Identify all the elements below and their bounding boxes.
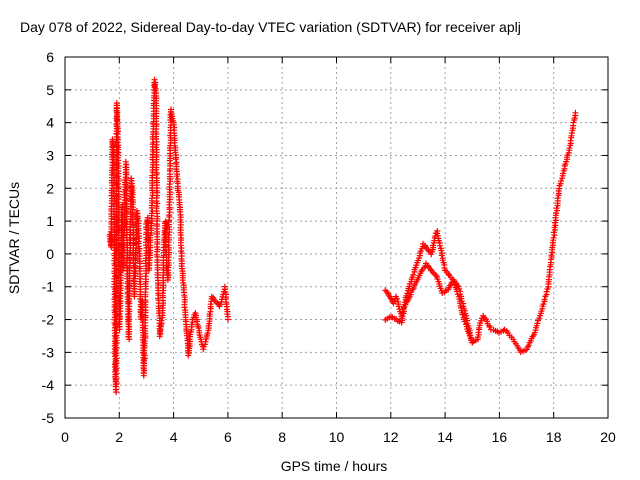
data-point-marker bbox=[172, 149, 179, 156]
y-tick-label: 6 bbox=[46, 49, 54, 65]
data-point-marker bbox=[173, 173, 180, 180]
y-tick-label: 5 bbox=[46, 82, 54, 98]
y-tick-label: -1 bbox=[42, 279, 55, 295]
y-tick-label: 2 bbox=[46, 180, 54, 196]
x-tick-label: 0 bbox=[61, 429, 69, 445]
data-point-marker bbox=[566, 145, 573, 152]
data-point-marker bbox=[469, 339, 476, 346]
y-tick-label: 0 bbox=[46, 246, 54, 262]
y-tick-label: -2 bbox=[42, 312, 55, 328]
x-tick-label: 12 bbox=[383, 429, 399, 445]
data-point-marker bbox=[567, 137, 574, 144]
x-tick-label: 4 bbox=[170, 429, 178, 445]
x-tick-label: 2 bbox=[115, 429, 123, 445]
data-point-marker bbox=[541, 296, 548, 303]
data-point-marker bbox=[114, 139, 121, 146]
x-tick-labels: 0 2 4 6 8 10 12 14 16 18 20 bbox=[61, 429, 616, 445]
y-tick-label: 1 bbox=[46, 213, 54, 229]
data-point-marker bbox=[394, 295, 401, 302]
x-tick-label: 18 bbox=[546, 429, 562, 445]
x-tick-label: 20 bbox=[600, 429, 616, 445]
data-point-marker bbox=[572, 109, 579, 116]
x-tick-label: 14 bbox=[437, 429, 453, 445]
y-axis-label: SDTVAR / TECUs bbox=[6, 182, 22, 294]
x-tick-label: 6 bbox=[224, 429, 232, 445]
y-tick-label: 3 bbox=[46, 147, 54, 163]
data-point-marker bbox=[553, 205, 560, 212]
data-point-marker bbox=[388, 313, 395, 320]
data-point-marker bbox=[399, 313, 406, 320]
data-point-marker bbox=[115, 177, 122, 184]
data-point-marker bbox=[558, 178, 564, 184]
data-point-marker bbox=[438, 252, 445, 259]
data-point-marker bbox=[395, 303, 402, 310]
data-point-marker bbox=[142, 273, 149, 280]
data-point-marker bbox=[410, 271, 417, 278]
data-point-marker bbox=[523, 346, 530, 353]
data-point-marker bbox=[550, 234, 557, 241]
chart-title: Day 078 of 2022, Sidereal Day-to-day VTE… bbox=[20, 19, 521, 35]
data-point-marker bbox=[454, 288, 460, 295]
y-tick-label: -5 bbox=[42, 410, 55, 426]
data-point-marker bbox=[404, 290, 411, 297]
data-point-marker bbox=[153, 166, 160, 173]
data-point-marker bbox=[202, 338, 209, 345]
data-point-marker bbox=[135, 247, 142, 254]
x-tick-label: 10 bbox=[329, 429, 345, 445]
data-point-marker bbox=[410, 285, 417, 292]
data-series-sdtvar bbox=[106, 76, 579, 396]
data-point-marker bbox=[540, 301, 547, 308]
data-point-marker bbox=[459, 311, 466, 318]
data-point-marker bbox=[204, 330, 211, 337]
x-tick-label: 16 bbox=[492, 429, 508, 445]
data-point-marker bbox=[548, 252, 555, 259]
data-point-marker bbox=[116, 311, 123, 318]
data-point-marker bbox=[486, 324, 493, 330]
data-point-marker bbox=[554, 195, 561, 202]
data-point-marker bbox=[131, 275, 138, 282]
data-point-marker bbox=[436, 242, 443, 249]
data-point-marker bbox=[141, 337, 148, 344]
data-point-marker bbox=[158, 317, 165, 324]
plot-frame bbox=[64, 56, 609, 419]
x-axis-label: GPS time / hours bbox=[281, 458, 388, 474]
y-tick-label: -3 bbox=[42, 344, 55, 360]
x-tick-label: 8 bbox=[278, 429, 286, 445]
y-tick-labels: -5 -4 -3 -2 -1 0 1 2 3 4 5 6 bbox=[42, 49, 55, 426]
data-point-marker bbox=[224, 316, 231, 323]
data-point-marker bbox=[560, 170, 567, 177]
y-tick-label: 4 bbox=[46, 115, 54, 131]
y-tick-label: -4 bbox=[42, 377, 55, 393]
